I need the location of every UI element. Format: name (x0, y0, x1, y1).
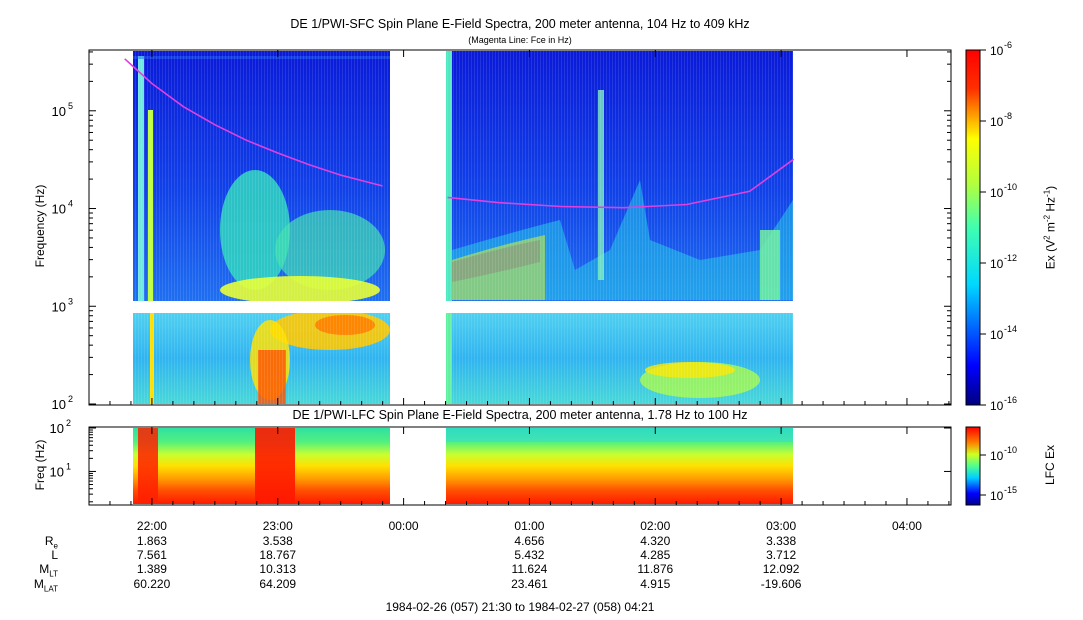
ephemeris-row-name: L (51, 548, 58, 562)
ephemeris-row-name: R (44, 534, 54, 548)
xtick-label: 00:00 (389, 519, 419, 533)
ephemeris-value: 7.561 (136, 548, 167, 562)
ephemeris-row-label: L (18, 548, 58, 562)
lfc-colorbar (965, 426, 981, 506)
ephemeris-row-subscript: e (53, 541, 58, 551)
ephemeris-value: 4.656 (514, 534, 545, 548)
lfc-colorbar-tick-label: 10 (990, 489, 1004, 503)
sfc-ytick-label: 10 (52, 397, 66, 412)
ephemeris-value: 4.285 (640, 548, 671, 562)
ephemeris-row-name: M (33, 577, 44, 591)
sfc-colorbar-label: Ex (V2 m-2 Hz-1) (1042, 185, 1058, 270)
ephemeris-row-label: Re (18, 534, 58, 550)
sfc-ytick-exp: 3 (68, 296, 73, 306)
lfc-title: DE 1/PWI-LFC Spin Plane E-Field Spectra,… (292, 408, 748, 422)
xtick-label: 23:00 (263, 519, 293, 533)
sfc-ytick-exp: 2 (68, 394, 73, 404)
ephemeris-value: 3.538 (262, 534, 293, 548)
ephemeris-value: 18.767 (259, 548, 297, 562)
lfc-colorbar-label: LFC Ex (1043, 445, 1057, 486)
sfc-title: DE 1/PWI-SFC Spin Plane E-Field Spectra,… (290, 17, 750, 31)
sfc-data-segment-2 (446, 51, 793, 404)
xtick-label: 03:00 (766, 519, 796, 533)
sfc-colorbar-tick-exp: -12 (1004, 253, 1017, 263)
lfc-colorbar-tick-exp: -10 (1004, 445, 1017, 455)
ephemeris-value: 1.389 (136, 562, 167, 576)
ephemeris-value: 1.863 (136, 534, 167, 548)
xtick-label: 22:00 (137, 519, 167, 533)
ephemeris-row-subscript: LT (49, 569, 58, 579)
ephemeris-row-name: M (39, 562, 50, 576)
lfc-colorbar-tick-exp: -15 (1004, 485, 1017, 495)
sfc-colorbar-tick-exp: -6 (1004, 40, 1012, 50)
sfc-colorbar-tick-exp: -8 (1004, 111, 1012, 121)
ephemeris-value: 4.320 (640, 534, 671, 548)
lfc-ylabel: Freq (Hz) (33, 439, 47, 491)
lfc-colorbar-tick-label: 10 (990, 449, 1004, 463)
time-range-label: 1984-02-26 (057) 21:30 to 1984-02-27 (05… (385, 600, 655, 614)
sfc-colorbar-tick-exp: -14 (1004, 324, 1017, 334)
sfc-ytick-exp: 5 (68, 101, 73, 111)
lfc-ytick-exp: 2 (66, 418, 71, 428)
sfc-ytick-exp: 4 (68, 199, 73, 209)
ephemeris-value: 5.432 (514, 548, 545, 562)
fce-line-segment (447, 158, 795, 209)
sfc-colorbar-tick-label: 10 (990, 257, 1004, 271)
ephemeris-value: 10.313 (259, 562, 297, 576)
ephemeris-row-label: MLT (18, 562, 58, 578)
lfc-data-segment-2 (446, 428, 793, 504)
sfc-colorbar-tick-exp: -10 (1004, 182, 1017, 192)
sfc-data-segment-1 (133, 51, 390, 404)
ephemeris-value: 3.712 (766, 548, 797, 562)
ephemeris-value: 11.876 (637, 562, 674, 576)
ephemeris-value: 11.624 (511, 562, 548, 576)
ephemeris-value: 4.915 (640, 577, 671, 591)
sfc-subtitle: (Magenta Line: Fce in Hz) (468, 35, 572, 45)
sfc-ylabel: Frequency (Hz) (33, 184, 47, 268)
ephemeris-value: 60.220 (133, 577, 171, 591)
lfc-ytick-label: 10 (50, 464, 64, 479)
ephemeris-value: 23.461 (511, 577, 548, 591)
xtick-label: 02:00 (640, 519, 670, 533)
ephemeris-row-subscript: LAT (43, 584, 58, 594)
fce-line-segment (124, 58, 383, 187)
lfc-ytick-exp: 1 (66, 461, 71, 471)
sfc-colorbar-tick-label: 10 (990, 115, 1004, 129)
sfc-colorbar-tick-label: 10 (990, 44, 1004, 58)
ephemeris-value: -19.606 (760, 577, 802, 591)
sfc-ytick-label: 10 (52, 104, 66, 119)
ephemeris-row-label: MLAT (18, 577, 58, 593)
ephemeris-value: 3.338 (766, 534, 797, 548)
sfc-colorbar-tick-label: 10 (990, 328, 1004, 342)
ephemeris-value: 12.092 (762, 562, 800, 576)
sfc-colorbar (965, 49, 981, 406)
sfc-colorbar-tick-exp: -16 (1004, 395, 1017, 405)
ephemeris-value: 64.209 (259, 577, 297, 591)
sfc-colorbar-tick-label: 10 (990, 399, 1004, 413)
xtick-label: 04:00 (892, 519, 922, 533)
xtick-label: 01:00 (514, 519, 544, 533)
lfc-ytick-label: 10 (50, 421, 64, 436)
sfc-ytick-label: 10 (52, 299, 66, 314)
sfc-ytick-label: 10 (52, 202, 66, 217)
sfc-colorbar-tick-label: 10 (990, 186, 1004, 200)
